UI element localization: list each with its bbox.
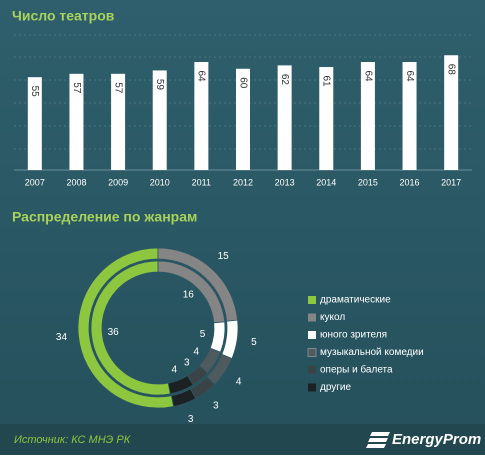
x-tick-label: 2014	[316, 177, 336, 187]
bar	[152, 70, 167, 170]
legend-label: кукол	[320, 312, 345, 323]
value-label: 34	[56, 332, 68, 343]
value-label: 61	[321, 76, 332, 88]
value-label: 15	[218, 251, 230, 262]
decor-grid	[14, 34, 472, 150]
footer-band	[0, 424, 485, 455]
logo-text: EnergyProm	[392, 431, 481, 448]
value-label: 3	[188, 414, 194, 425]
source: Источник: КС МНЭ РК	[14, 434, 131, 446]
legend-label: другие	[320, 382, 352, 393]
value-label: 64	[404, 70, 415, 82]
x-tick-label: 2008	[66, 177, 86, 187]
bar	[277, 65, 292, 170]
bar	[319, 67, 334, 170]
value-label: 3	[213, 401, 219, 412]
legend-swatch	[308, 366, 316, 374]
value-label: 4	[236, 377, 242, 388]
legend-swatch	[307, 348, 317, 357]
bar	[27, 77, 42, 170]
legend-swatch	[308, 331, 316, 339]
value-label: 36	[108, 327, 120, 338]
chart-title: Распределение по жанрам	[12, 209, 197, 225]
bar	[444, 55, 459, 170]
value-label: 3	[184, 357, 190, 368]
bar	[402, 62, 417, 170]
x-tick-label: 2007	[25, 177, 45, 187]
bar	[69, 73, 84, 170]
value-label: 59	[154, 79, 165, 91]
value-label: 5	[200, 329, 206, 340]
value-label: 60	[237, 77, 248, 89]
legend-label: драматические	[320, 295, 391, 306]
value-label: 57	[71, 82, 82, 94]
value-label: 4	[193, 346, 199, 357]
x-tick-label: 2012	[233, 177, 253, 187]
value-label: 5	[251, 337, 257, 348]
legend-swatch	[308, 313, 316, 322]
value-label: 57	[112, 82, 123, 94]
value-label: 64	[362, 70, 373, 82]
x-tick-label: 2013	[275, 177, 295, 187]
x-tick-label: 2017	[441, 177, 461, 187]
x-tick-label: 2010	[150, 177, 170, 187]
x-tick-label: 2011	[192, 177, 211, 187]
legend-label: юного зрителя	[320, 330, 387, 341]
legend-label: музыкальной комедии	[320, 347, 424, 358]
value-label: 64	[196, 70, 207, 82]
value-label: 68	[446, 64, 457, 76]
value-label: 62	[279, 74, 290, 86]
bar	[194, 62, 209, 170]
bar	[236, 68, 250, 170]
x-tick-label: 2009	[108, 177, 128, 187]
value-label: 55	[29, 86, 40, 98]
chart-title: Число театров	[12, 8, 115, 24]
legend-label: оперы и балета	[320, 364, 393, 376]
logo-icon	[366, 432, 390, 448]
x-tick-label: 2016	[400, 177, 420, 187]
legend-swatch	[308, 296, 316, 304]
value-label: 16	[183, 289, 195, 300]
donut-segment	[167, 375, 194, 395]
donut-segment	[170, 388, 197, 407]
bar	[360, 62, 375, 170]
legend-swatch	[308, 383, 316, 392]
value-label: 4	[171, 365, 177, 376]
x-tick-label: 2015	[358, 177, 378, 187]
bar	[111, 73, 126, 170]
